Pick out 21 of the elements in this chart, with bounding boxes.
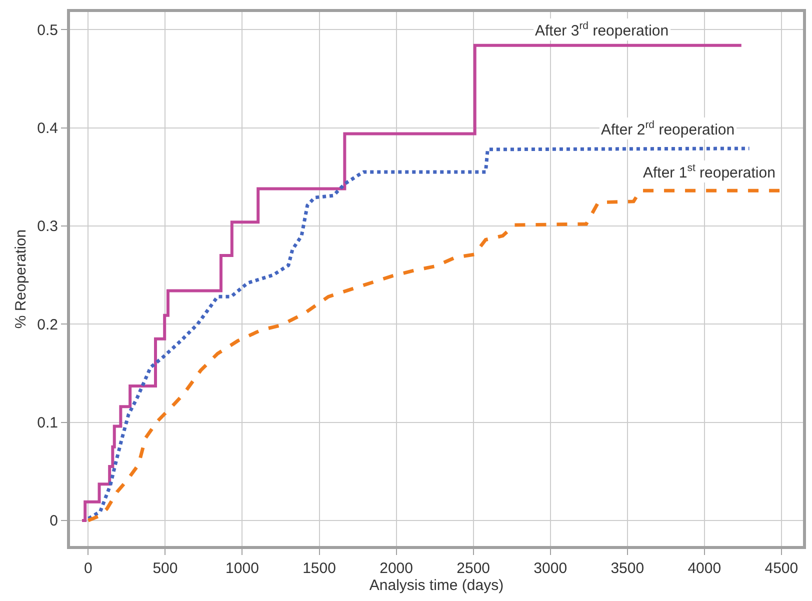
series-label: After 3$^{rd}$ reoperation <box>535 20 669 40</box>
y-tick-label: 0 <box>50 512 58 530</box>
y-tick-label: 0.1 <box>37 414 58 432</box>
x-tick-label: 0 <box>84 560 92 577</box>
y-tick-label: 0.5 <box>37 22 58 39</box>
x-tick-label: 1500 <box>302 560 336 577</box>
x-tick-label: 3500 <box>610 560 644 577</box>
x-tick-label: 4000 <box>688 560 722 577</box>
y-tick-label: 0.4 <box>37 120 58 138</box>
x-tick-label: 500 <box>152 560 178 577</box>
x-tick-label: 2000 <box>380 560 413 577</box>
y-tick-label: 0.2 <box>37 316 58 334</box>
y-axis-title: % Reoperation <box>12 229 30 329</box>
series-label: After 2$^{rd}$ reoperation <box>601 119 735 138</box>
x-tick-label: 3000 <box>534 560 568 577</box>
x-tick-label: 4500 <box>764 560 798 577</box>
y-tick-label: 0.3 <box>37 218 58 236</box>
x-tick-label: 1000 <box>226 560 259 577</box>
x-tick-label: 2500 <box>456 560 490 577</box>
series-label: After 1$^{st}$ reoperation <box>643 162 776 182</box>
x-axis-title: Analysis time (days) <box>369 577 504 594</box>
